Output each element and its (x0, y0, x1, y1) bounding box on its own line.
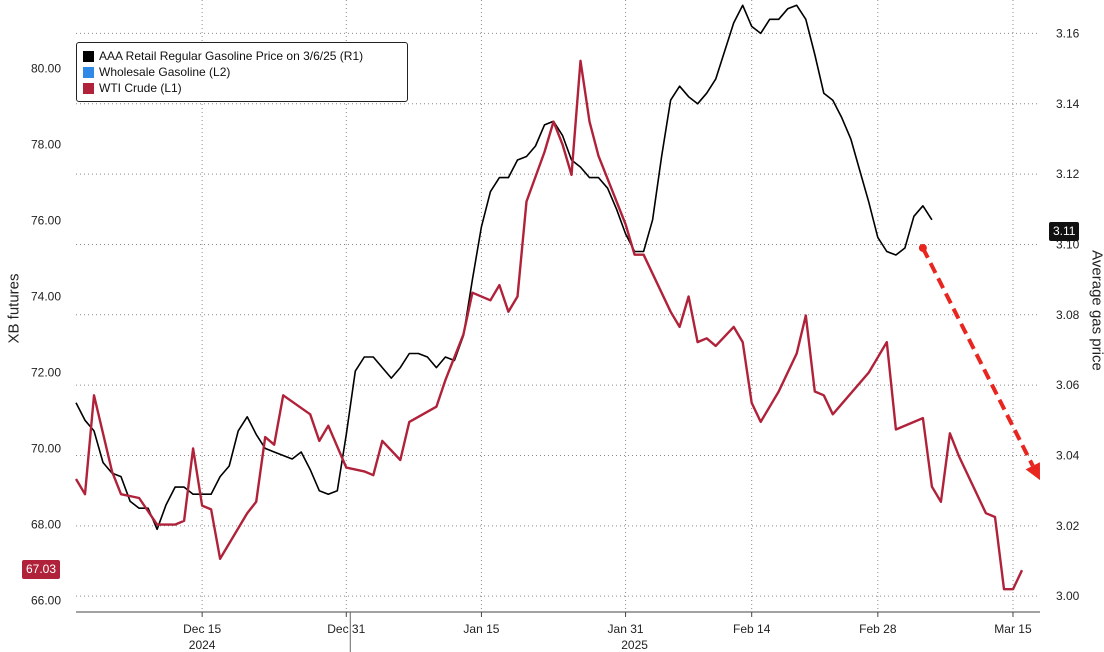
last-value-badge-aaa: 3.11 (1049, 222, 1080, 241)
x-tick-label: Dec 15 (183, 622, 221, 636)
legend-swatch-wti (83, 82, 94, 94)
x-year-label: 2024 (189, 638, 216, 652)
y-axis-left: 66.00 68.00 70.00 72.00 74.00 76.00 78.00 80.00 (31, 61, 61, 607)
y-right-tick-label: 3.16 (1056, 26, 1080, 40)
series-line-2 (74, 59, 1024, 591)
y-left-tick-label: 68.00 (31, 518, 61, 532)
y-right-tick-label: 3.12 (1056, 167, 1080, 181)
y-right-tick-label: 3.06 (1056, 378, 1080, 392)
y-right-tick-label: 3.14 (1056, 97, 1080, 111)
y-right-tick-label: 3.02 (1056, 519, 1080, 533)
legend-swatch-aaa (83, 50, 94, 62)
x-tick-label: Feb 14 (733, 622, 771, 636)
x-tick-label: Dec 31 (327, 622, 365, 636)
legend-label-aaa: AAA Retail Regular Gasoline Price on 3/6… (99, 49, 364, 63)
legend-swatch-wholesale (83, 66, 94, 78)
y-axis-right-title: Average gas price (1088, 250, 1104, 371)
series-line-0 (75, 4, 933, 531)
x-tick-label: Feb 28 (859, 622, 897, 636)
x-year-label: 2025 (621, 638, 648, 652)
x-tick-label: Mar 15 (994, 622, 1032, 636)
legend: AAA Retail Regular Gasoline Price on 3/6… (76, 42, 408, 102)
grid (76, 0, 1040, 612)
y-left-tick-label: 70.00 (31, 442, 61, 456)
trend-arrow-head (1025, 462, 1040, 481)
legend-item-aaa: AAA Retail Regular Gasoline Price on 3/6… (83, 48, 401, 64)
y-left-tick-label: 66.00 (31, 594, 61, 608)
y-axis-left-title: XB futures (5, 273, 23, 344)
y-left-tick-label: 74.00 (31, 289, 61, 303)
legend-item-wholesale: Wholesale Gasoline (L2) (83, 64, 401, 80)
legend-item-wti: WTI Crude (L1) (83, 80, 401, 96)
last-value-badge-wti: 67.03 (22, 560, 61, 579)
x-tick-label: Jan 31 (608, 622, 644, 636)
annotations (918, 243, 1040, 481)
y-right-tick-label: 3.04 (1056, 448, 1080, 462)
legend-label-wti: WTI Crude (L1) (99, 81, 182, 95)
y-left-tick-label: 72.00 (31, 366, 61, 380)
legend-label-wholesale: Wholesale Gasoline (L2) (99, 65, 231, 79)
y-left-tick-label: 76.00 (31, 213, 61, 227)
y-left-tick-label: 78.00 (31, 137, 61, 151)
x-axis: Dec 15 Dec 31 Jan 15 Jan 31 Feb 14 Feb 28 Mar … (76, 611, 1040, 652)
y-right-tick-label: 3.08 (1056, 308, 1080, 322)
y-left-tick-label: 80.00 (31, 61, 61, 75)
series-lines (74, 4, 1024, 591)
y-axis-right: 3.003.023.043.063.083.103.123.143.16 (1056, 26, 1080, 603)
trend-arrow-shaft (921, 247, 1035, 467)
x-tick-label: Jan 15 (463, 622, 499, 636)
y-right-tick-label: 3.00 (1056, 589, 1080, 603)
